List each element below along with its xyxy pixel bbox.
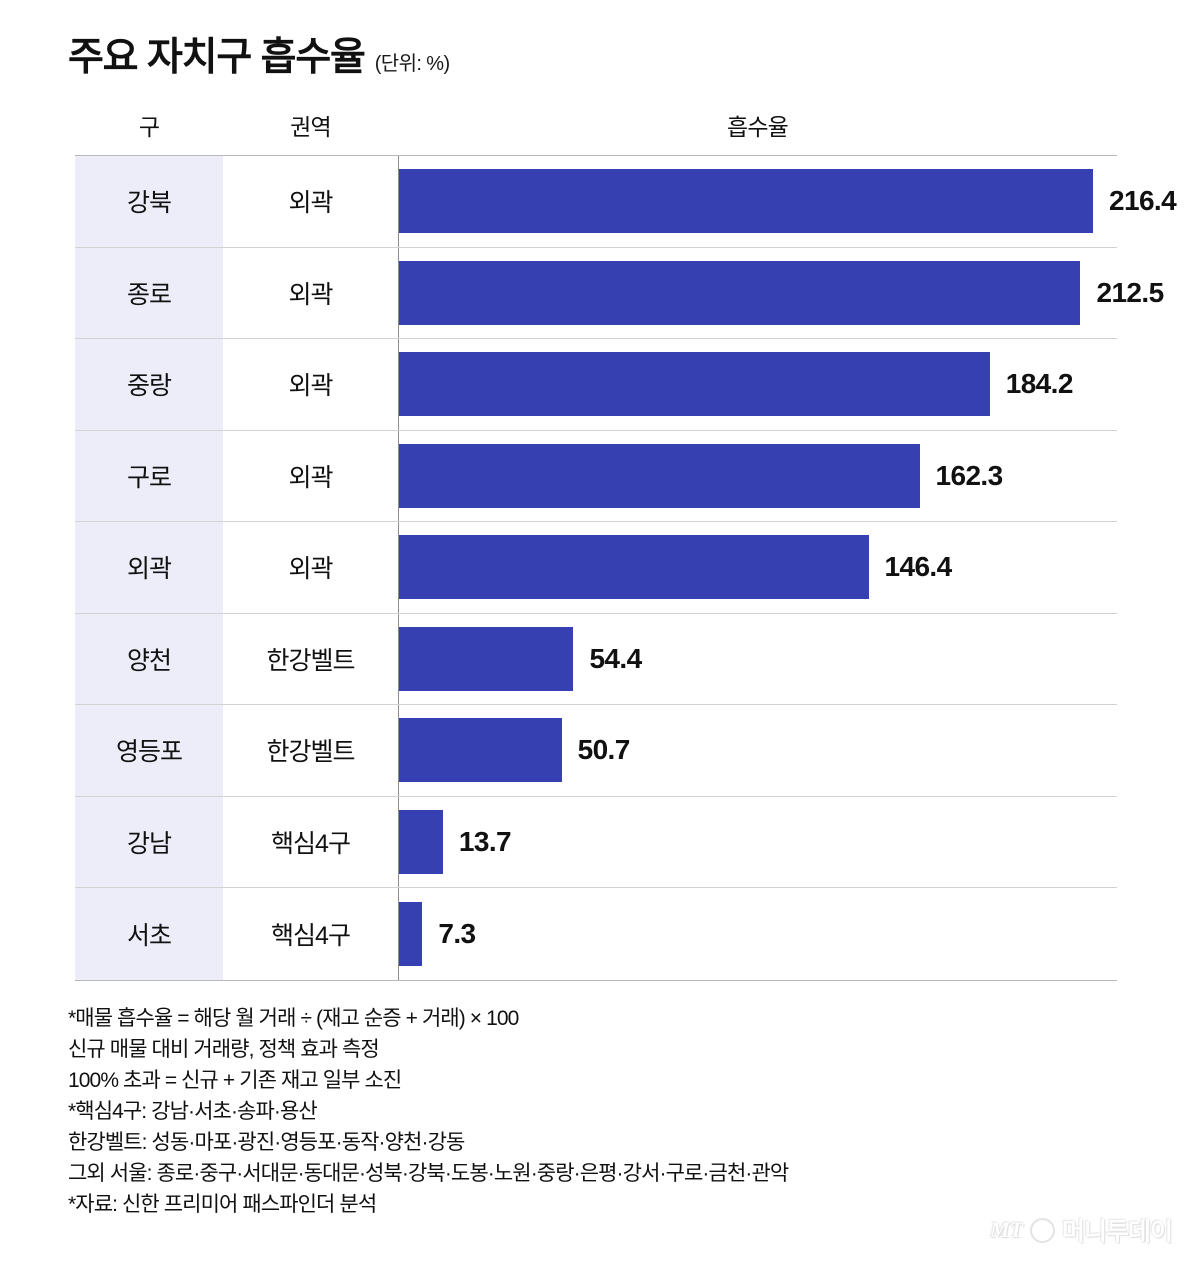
cell-zone-name: 외곽 — [223, 339, 398, 430]
table-row: 중랑 외곽 184.2 — [75, 339, 1117, 431]
footnote-line: *매물 흡수율 = 해당 월 거래 ÷ (재고 순증 + 거래) × 100 — [68, 1007, 519, 1030]
bar-value-label: 7.3 — [438, 917, 476, 949]
title-main-text: 주요 자치구 흡수율 — [68, 36, 366, 79]
footnote-line: 그외 서울: 종로·중구·서대문·동대문·성북·강북·도봉·노원·중랑·은평·강… — [68, 1162, 789, 1185]
cell-bar-track: 13.7 — [398, 796, 1117, 887]
cell-district-name: 강북 — [75, 156, 223, 247]
cell-zone-name: 한강벨트 — [223, 705, 398, 796]
table-row: 종로 외곽 212.5 — [75, 247, 1164, 339]
bar-mark — [399, 260, 1081, 325]
cell-district-name: 강남 — [75, 796, 223, 887]
page-title: 주요 자치구 흡수율 (단위: %) — [68, 38, 450, 77]
cell-zone-name: 외곽 — [223, 522, 398, 613]
cell-zone-name: 외곽 — [223, 247, 398, 338]
bar-value-label: 13.7 — [458, 825, 512, 857]
table-row: 외곽 외곽 146.4 — [75, 522, 1117, 614]
cell-bar-track: 50.7 — [398, 705, 1117, 796]
footnote-line: 100% 초과 = 신규 + 기존 재고 일부 소진 — [68, 1069, 402, 1092]
bar-value-label: 50.7 — [577, 734, 631, 766]
logo-mt-mark: MT — [989, 1217, 1023, 1242]
cell-bar-track: 146.4 — [398, 522, 1117, 613]
absorption-rate-table: 강북 외곽 216.4 종로 외곽 212.5 중랑 외곽 184.2 구로 외곽 162.3 외곽 외곽… — [75, 155, 1177, 981]
cell-zone-name: 한강벨트 — [223, 613, 398, 704]
cell-district-name: 종로 — [75, 247, 223, 338]
bar-mark — [399, 169, 1093, 234]
cell-bar-track: 216.4 — [398, 156, 1177, 247]
bar-mark — [399, 901, 423, 966]
table-row: 양천 한강벨트 54.4 — [75, 613, 1117, 705]
column-header-zone: 권역 — [290, 114, 332, 140]
bar-mark — [399, 352, 990, 417]
bar-value-label: 212.5 — [1096, 276, 1164, 308]
bar-value-label: 216.4 — [1109, 185, 1177, 217]
cell-bar-track: 162.3 — [398, 430, 1117, 521]
bar-value-label: 146.4 — [884, 551, 953, 583]
bar-value-label: 54.4 — [589, 642, 642, 674]
logo-name-text: 머니투데이 — [1061, 1218, 1173, 1246]
bar-mark — [399, 718, 562, 783]
cell-zone-name: 외곽 — [223, 430, 398, 521]
cell-zone-name: 핵심4구 — [223, 888, 398, 980]
cell-district-name: 서초 — [75, 888, 223, 980]
cell-district-name: 구로 — [75, 430, 223, 521]
cell-bar-track: 212.5 — [398, 247, 1164, 338]
footnote-line: 한강벨트: 성동·마포·광진·영등포·동작·양천·강동 — [68, 1131, 465, 1154]
table-row: 영등포 한강벨트 50.7 — [75, 705, 1117, 797]
table-row: 강남 핵심4구 13.7 — [75, 796, 1117, 888]
table-row: 강북 외곽 216.4 — [75, 156, 1177, 248]
bar-value-label: 162.3 — [935, 459, 1004, 491]
cell-district-name: 외곽 — [75, 522, 223, 613]
cell-district-name: 양천 — [75, 613, 223, 704]
table-row: 구로 외곽 162.3 — [75, 430, 1117, 522]
footnote-line: 신규 매물 대비 거래량, 정책 효과 측정 — [68, 1038, 380, 1061]
cell-district-name: 중랑 — [75, 339, 223, 430]
table-row: 서초 핵심4구 7.3 — [75, 888, 1117, 980]
moneytoday-logo: MT 머니투데이 — [989, 1212, 1173, 1248]
bar-mark — [399, 626, 574, 691]
table-column-headers: 구 권역 흡수율 — [75, 108, 1117, 150]
bar-mark — [399, 535, 869, 600]
column-header-rate: 흡수율 — [726, 114, 789, 140]
footnote-block: *매물 흡수율 = 해당 월 거래 ÷ (재고 순증 + 거래) × 100 신규… — [68, 1003, 1138, 1220]
cell-bar-track: 184.2 — [398, 339, 1117, 430]
logo-ring-icon — [1028, 1215, 1057, 1245]
footnote-line: *핵심4구: 강남·서초·송파·용산 — [68, 1100, 318, 1123]
cell-bar-track: 7.3 — [398, 888, 1117, 980]
cell-zone-name: 외곽 — [223, 156, 398, 247]
bar-value-label: 184.2 — [1005, 368, 1074, 400]
bar-mark — [399, 809, 443, 874]
title-unit-text: (단위: %) — [374, 53, 450, 75]
cell-district-name: 영등포 — [75, 705, 223, 796]
cell-bar-track: 54.4 — [398, 613, 1117, 704]
bar-mark — [399, 443, 920, 508]
cell-zone-name: 핵심4구 — [223, 796, 398, 887]
footnote-line: *자료: 신한 프리미어 패스파인더 분석 — [68, 1193, 377, 1216]
column-header-gu: 구 — [138, 114, 160, 140]
